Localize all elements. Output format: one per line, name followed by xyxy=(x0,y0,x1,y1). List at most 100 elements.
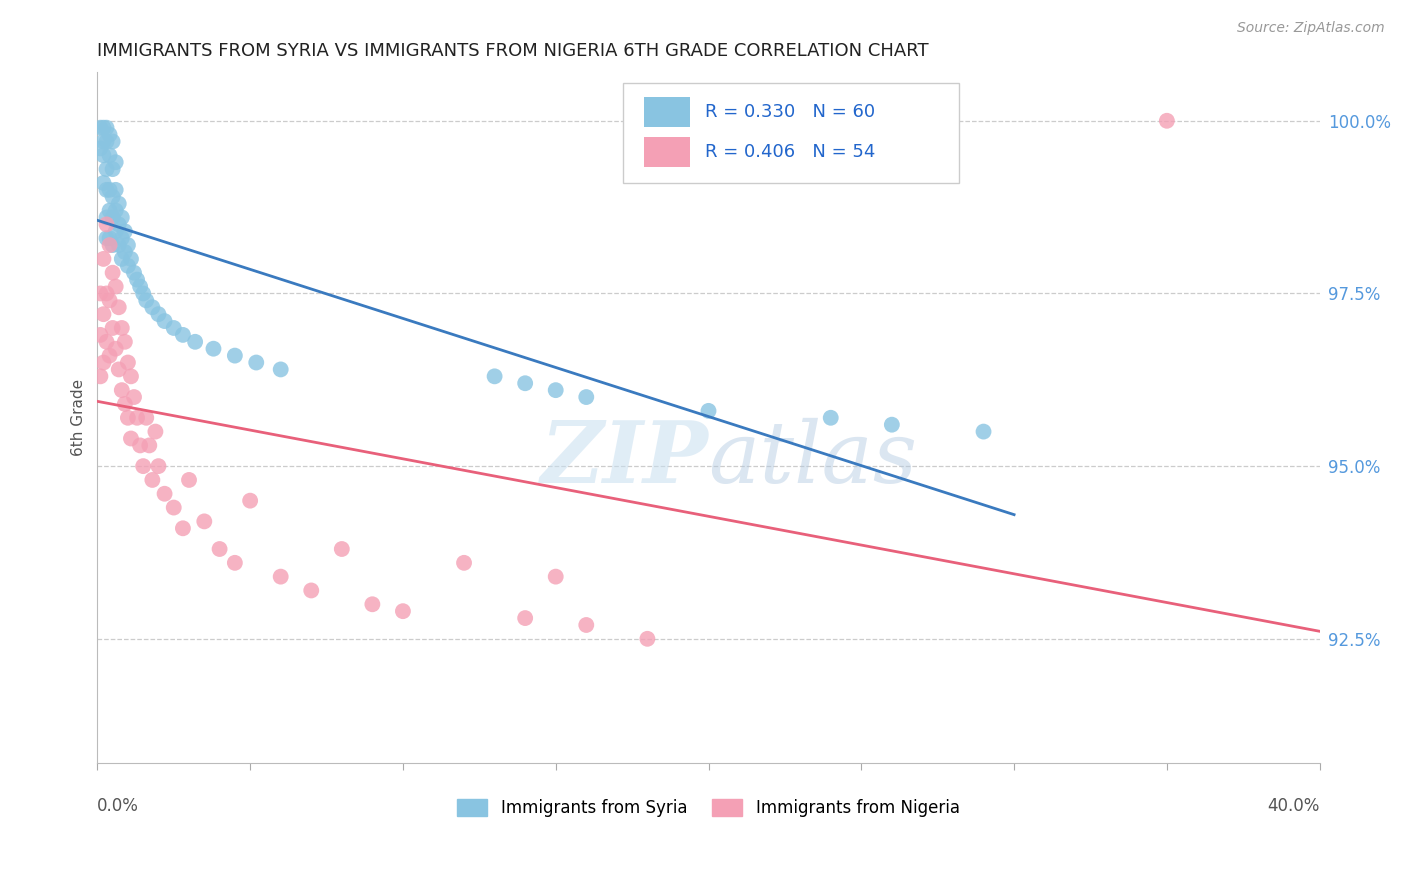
Point xyxy=(101,135,124,149)
Point xyxy=(89,120,111,135)
Point xyxy=(117,238,139,252)
Point xyxy=(98,183,121,197)
Point xyxy=(544,383,567,397)
Bar xyxy=(644,136,690,167)
Point xyxy=(132,286,155,301)
Point xyxy=(138,438,160,452)
Point xyxy=(96,218,118,232)
Point xyxy=(135,410,157,425)
Point xyxy=(96,231,118,245)
Point xyxy=(98,293,121,308)
Point xyxy=(101,321,124,335)
Point xyxy=(270,569,292,583)
Point xyxy=(96,162,118,177)
Y-axis label: 6th Grade: 6th Grade xyxy=(72,379,86,457)
Point xyxy=(107,196,129,211)
Point xyxy=(89,327,111,342)
Point xyxy=(107,300,129,314)
Text: R = 0.330   N = 60: R = 0.330 N = 60 xyxy=(704,103,875,120)
Point xyxy=(111,383,134,397)
Point xyxy=(101,211,124,225)
Point xyxy=(98,203,121,218)
Point xyxy=(880,417,903,432)
Point xyxy=(93,120,115,135)
Point xyxy=(145,425,167,439)
Point xyxy=(117,259,139,273)
Point xyxy=(172,327,194,342)
Point xyxy=(153,314,176,328)
Point xyxy=(98,349,121,363)
Point xyxy=(1156,113,1178,128)
Point xyxy=(202,342,225,356)
Point xyxy=(104,155,127,169)
Point xyxy=(575,390,598,404)
Text: IMMIGRANTS FROM SYRIA VS IMMIGRANTS FROM NIGERIA 6TH GRADE CORRELATION CHART: IMMIGRANTS FROM SYRIA VS IMMIGRANTS FROM… xyxy=(97,42,929,60)
Point xyxy=(820,410,842,425)
Point xyxy=(114,397,136,411)
Legend: Immigrants from Syria, Immigrants from Nigeria: Immigrants from Syria, Immigrants from N… xyxy=(451,792,966,824)
Point xyxy=(93,307,115,321)
Point xyxy=(135,293,157,308)
Point xyxy=(114,245,136,260)
Point xyxy=(111,211,134,225)
Point xyxy=(120,432,142,446)
Point xyxy=(153,487,176,501)
Text: ZIP: ZIP xyxy=(541,417,709,501)
Point xyxy=(120,252,142,266)
Point xyxy=(163,321,186,335)
Point xyxy=(148,459,170,474)
Point xyxy=(193,515,215,529)
Point xyxy=(484,369,506,384)
Point xyxy=(515,376,537,391)
Point xyxy=(96,211,118,225)
Point xyxy=(104,342,127,356)
Point xyxy=(114,334,136,349)
Point xyxy=(98,231,121,245)
Point xyxy=(141,473,163,487)
Point xyxy=(107,238,129,252)
Point xyxy=(122,390,145,404)
Point xyxy=(96,135,118,149)
Point xyxy=(330,541,353,556)
Point xyxy=(104,183,127,197)
Point xyxy=(101,266,124,280)
Point xyxy=(141,300,163,314)
Point xyxy=(93,176,115,190)
Point xyxy=(107,218,129,232)
Point xyxy=(163,500,186,515)
Point xyxy=(89,369,111,384)
Point xyxy=(96,183,118,197)
Point xyxy=(96,286,118,301)
Point xyxy=(93,148,115,162)
Text: R = 0.406   N = 54: R = 0.406 N = 54 xyxy=(704,143,875,161)
Point xyxy=(101,190,124,204)
Point xyxy=(392,604,415,618)
Point xyxy=(129,279,152,293)
Point xyxy=(245,355,267,369)
Bar xyxy=(644,96,690,127)
Point xyxy=(270,362,292,376)
Point xyxy=(208,541,231,556)
Point xyxy=(224,349,246,363)
Point xyxy=(104,279,127,293)
Text: atlas: atlas xyxy=(709,417,918,500)
Point xyxy=(93,135,115,149)
Text: Source: ZipAtlas.com: Source: ZipAtlas.com xyxy=(1237,21,1385,36)
Point xyxy=(98,238,121,252)
Point xyxy=(96,334,118,349)
Point xyxy=(184,334,207,349)
Point xyxy=(114,224,136,238)
Point xyxy=(101,162,124,177)
Point xyxy=(93,252,115,266)
Point xyxy=(299,583,322,598)
Point xyxy=(361,597,384,611)
Text: 40.0%: 40.0% xyxy=(1267,797,1320,815)
Point xyxy=(132,459,155,474)
Point xyxy=(98,148,121,162)
Point xyxy=(122,266,145,280)
Point xyxy=(111,321,134,335)
Point xyxy=(120,369,142,384)
Point xyxy=(98,128,121,142)
Point xyxy=(117,410,139,425)
Point xyxy=(107,362,129,376)
